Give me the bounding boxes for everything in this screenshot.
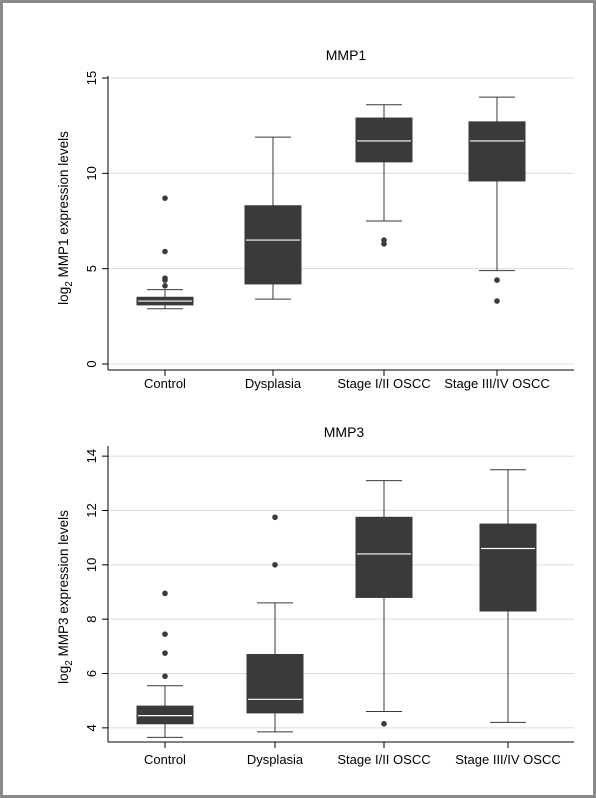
iqr-box bbox=[468, 121, 526, 182]
mmp1-title: MMP1 bbox=[326, 47, 367, 63]
box-mmp1-control bbox=[136, 195, 194, 310]
mmp3-panel: MMP3 log2 MMP3 expression levels 4 6 8 10 12… bbox=[56, 424, 574, 767]
box-mmp3-stage-i-ii-oscc bbox=[355, 480, 413, 727]
mmp1-y-tick-label: 15 bbox=[84, 71, 99, 85]
outlier-point bbox=[494, 298, 500, 304]
iqr-box bbox=[244, 205, 302, 285]
box-mmp3-stage-iii-iv-oscc bbox=[479, 469, 537, 723]
outlier-point bbox=[162, 631, 168, 637]
box-mmp1-stage-iii-iv-oscc bbox=[468, 96, 526, 304]
mmp1-category-label: Control bbox=[144, 376, 186, 391]
outlier-point bbox=[162, 650, 168, 656]
mmp1-y-tick-label: 10 bbox=[84, 166, 99, 180]
iqr-box bbox=[136, 705, 194, 725]
outlier-point bbox=[162, 195, 168, 201]
box-mmp3-control bbox=[136, 590, 194, 738]
box-mmp3-dysplasia bbox=[246, 514, 304, 733]
iqr-box bbox=[246, 653, 304, 714]
iqr-box bbox=[355, 516, 413, 598]
box-mmp1-stage-i-ii-oscc bbox=[355, 104, 413, 247]
iqr-box bbox=[479, 523, 537, 612]
mmp3-title: MMP3 bbox=[324, 424, 365, 440]
mmp1-category-label: Dysplasia bbox=[245, 376, 302, 391]
mmp3-y-tick-label: 4 bbox=[84, 724, 99, 731]
mmp3-y-tick-label: 14 bbox=[84, 449, 99, 463]
outlier-point bbox=[381, 720, 387, 727]
outlier-point bbox=[162, 248, 168, 255]
mmp3-category-label: Control bbox=[144, 752, 186, 767]
mmp3-y-tick-label: 12 bbox=[84, 503, 99, 517]
outlier-point bbox=[162, 590, 168, 597]
outlier-point bbox=[494, 277, 500, 283]
outlier-point bbox=[162, 275, 168, 282]
mmp3-y-tick-label: 10 bbox=[84, 558, 99, 572]
mmp1-panel: MMP1 log2 MMP1 expression levels 0 5 10 15 C… bbox=[56, 47, 574, 391]
outlier-point bbox=[272, 514, 278, 521]
mmp1-y-tick-label: 5 bbox=[84, 265, 99, 272]
outlier-point bbox=[162, 673, 168, 680]
mmp3-y-tick-label: 6 bbox=[84, 670, 99, 677]
mmp1-y-axis-label: log2 MMP1 expression levels bbox=[56, 131, 75, 305]
box-mmp1-dysplasia bbox=[244, 136, 302, 300]
mmp3-y-axis-label: log2 MMP3 expression levels bbox=[56, 510, 75, 684]
outlier-point bbox=[381, 237, 387, 243]
outlier-point bbox=[162, 283, 168, 289]
mmp3-y-tick-label: 8 bbox=[84, 616, 99, 623]
mmp1-category-label: Stage I/II OSCC bbox=[337, 376, 430, 391]
iqr-box bbox=[355, 117, 413, 163]
mmp1-y-tick-label: 0 bbox=[84, 360, 99, 367]
outlier-point bbox=[272, 562, 278, 568]
mmp3-category-label: Dysplasia bbox=[247, 752, 304, 767]
mmp3-category-label: Stage I/II OSCC bbox=[337, 752, 430, 767]
mmp3-category-label: Stage III/IV OSCC bbox=[455, 752, 561, 767]
mmp1-category-label: Stage III/IV OSCC bbox=[444, 376, 550, 391]
